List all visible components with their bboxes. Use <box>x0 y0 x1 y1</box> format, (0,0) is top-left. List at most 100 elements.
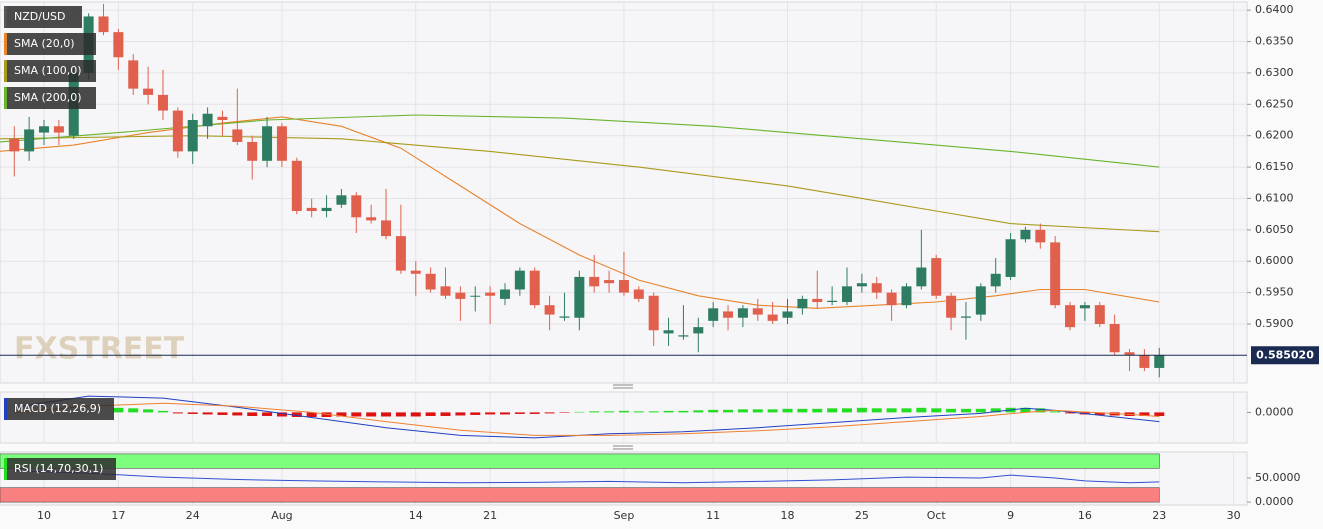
macd-histogram-bar <box>767 409 778 413</box>
legend-item: SMA (20,0) <box>14 37 75 50</box>
macd-histogram-bar <box>752 409 763 413</box>
x-tick-label: Aug <box>271 509 292 522</box>
candle-body <box>841 286 852 303</box>
macd-histogram-bar <box>931 408 942 413</box>
candle-body <box>856 283 867 287</box>
indicator-legend-swatch <box>4 458 7 480</box>
macd-histogram-bar <box>366 412 377 417</box>
macd-histogram-bar <box>916 407 927 413</box>
candle-body <box>321 207 332 212</box>
x-tick-label: 10 <box>37 509 51 522</box>
x-tick-label: 9 <box>1007 509 1014 522</box>
macd-histogram-bar <box>901 408 912 413</box>
macd-histogram-bar <box>113 407 124 413</box>
x-tick-label: 30 <box>1227 509 1241 522</box>
candle-body <box>53 126 64 133</box>
rsi-line <box>14 470 1160 484</box>
title-legend-box <box>4 6 82 28</box>
macd-histogram-bar <box>336 412 347 417</box>
candle-body <box>514 270 525 290</box>
title-legend-swatch <box>4 6 7 28</box>
macd-histogram-bar <box>470 412 481 415</box>
macd-histogram-bar <box>440 412 451 416</box>
candle-body <box>663 330 674 334</box>
candle-body <box>157 94 168 111</box>
macd-histogram-bar <box>737 409 748 413</box>
title-legend: NZD/USD <box>14 10 65 23</box>
macd-histogram-bar <box>663 410 674 413</box>
rsi-band <box>0 487 1160 503</box>
candle-body <box>232 129 243 142</box>
candle-body <box>990 273 1001 287</box>
macd-histogram-bar <box>128 408 139 413</box>
macd-histogram-bar <box>723 409 734 413</box>
candle-body <box>975 286 986 315</box>
candle-body <box>499 289 510 299</box>
candle-body <box>113 32 124 58</box>
candle-body <box>946 295 957 318</box>
indicator-legend-box <box>4 458 116 480</box>
y-tick-label: 0.5900 <box>1255 317 1294 330</box>
y-tick-label: 0.6300 <box>1255 66 1294 79</box>
y-tick-label: 0.6100 <box>1255 191 1294 204</box>
candle-body <box>410 270 421 274</box>
candle-body <box>589 276 600 287</box>
legend-item-swatch <box>4 33 7 55</box>
indicator-legend: MACD (12,26,9) <box>14 402 101 415</box>
candle-body <box>604 280 615 284</box>
candle-body <box>1035 229 1046 243</box>
candle-body <box>1079 305 1090 309</box>
macd-histogram-bar <box>1094 412 1105 415</box>
legend-item-swatch <box>4 60 7 82</box>
macd-histogram-bar <box>291 412 302 417</box>
legend-item-box <box>4 60 96 82</box>
candle-body <box>276 126 287 161</box>
macd-histogram-bar <box>1139 412 1150 416</box>
macd-histogram-bar <box>529 412 540 414</box>
candle-body <box>351 195 362 218</box>
candle-body <box>1020 229 1031 240</box>
macd-histogram-bar <box>217 412 228 415</box>
candle-body <box>1139 355 1150 368</box>
y-tick-label: 0.0000 <box>1255 495 1294 508</box>
macd-histogram-bar <box>990 408 1001 413</box>
macd-histogram-bar <box>425 412 436 416</box>
candle-body <box>827 300 838 303</box>
macd-histogram-bar <box>559 412 570 413</box>
legend-item-swatch <box>4 87 7 109</box>
macd-histogram-bar <box>1050 411 1061 413</box>
macd-histogram-bar <box>410 412 421 417</box>
current-price-label: 0.585020 <box>1256 348 1314 361</box>
macd-histogram-bar <box>395 412 406 417</box>
candle-body <box>440 286 451 296</box>
x-tick-label: 23 <box>1152 509 1166 522</box>
macd-histogram-bar <box>1154 412 1165 416</box>
candle-body <box>767 314 778 321</box>
y-tick-label: 0.6200 <box>1255 129 1294 142</box>
candle-body <box>24 129 35 152</box>
y-tick-label: 0.5950 <box>1255 286 1294 299</box>
candle-body <box>381 220 392 237</box>
candle-body <box>708 308 719 321</box>
candle-body <box>871 283 882 293</box>
macd-histogram-bar <box>589 411 600 413</box>
y-tick-label: 0.6400 <box>1255 3 1294 16</box>
x-tick-label: 11 <box>706 509 720 522</box>
x-tick-label: 18 <box>781 509 795 522</box>
macd-histogram-bar <box>797 408 808 413</box>
candle-body <box>247 141 258 161</box>
legend-item: SMA (200,0) <box>14 91 82 104</box>
macd-histogram-bar <box>827 408 838 413</box>
macd-histogram-bar <box>514 412 525 414</box>
rsi-band <box>0 453 1160 469</box>
watermark: FXSTREET <box>14 332 185 367</box>
macd-histogram-bar <box>960 408 971 413</box>
candle-body <box>172 110 183 152</box>
macd-histogram-bar <box>871 408 882 413</box>
candle-body <box>262 126 273 161</box>
indicator-legend-swatch <box>4 398 7 420</box>
candle-body <box>485 292 496 296</box>
macd-histogram-bar <box>351 412 362 417</box>
y-tick-label: 0.0000 <box>1255 405 1294 418</box>
x-tick-label: 21 <box>483 509 497 522</box>
